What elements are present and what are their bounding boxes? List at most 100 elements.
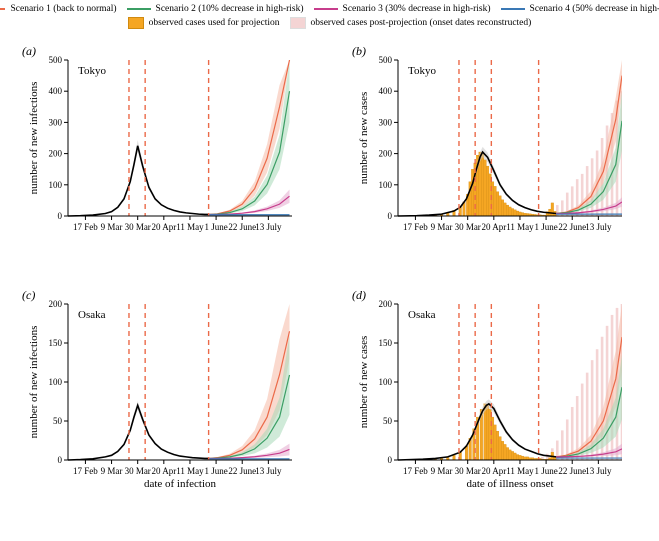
y-axis-label: number of new cases [358, 68, 370, 208]
bar [496, 431, 499, 460]
x-tick-label: 30 Mar [125, 222, 151, 232]
legend-item: Scenario 1 (back to normal) [0, 4, 117, 14]
bar [511, 451, 514, 460]
y-tick-label: 0 [388, 455, 393, 465]
y-tick-label: 300 [379, 117, 393, 127]
bar [499, 437, 502, 460]
bar [494, 186, 497, 216]
x-axis-label: date of illness onset [398, 478, 622, 490]
bar [499, 196, 502, 216]
legend-item: Scenario 4 (50% decrease in high-risk) [501, 4, 659, 14]
city-label: Tokyo [78, 65, 106, 77]
x-tick-label: 9 Mar [431, 222, 453, 232]
y-tick-label: 100 [379, 180, 393, 190]
panel-label: (a) [22, 44, 36, 59]
bar [506, 448, 509, 460]
x-tick-label: 20 Apr [481, 222, 506, 232]
x-tick-label: 22 June [228, 466, 256, 476]
y-tick-label: 500 [379, 55, 393, 65]
legend-label: Scenario 4 (50% decrease in high-risk) [530, 4, 659, 14]
x-tick-label: 17 Feb [73, 222, 98, 232]
x-axis-label: date of infection [68, 478, 292, 490]
x-tick-label: 9 Mar [101, 466, 123, 476]
bar [481, 154, 484, 216]
bar [471, 169, 474, 216]
x-tick-label: 13 July [585, 466, 612, 476]
x-tick-label: 13 July [255, 466, 282, 476]
bar [501, 441, 504, 460]
legend-item: observed cases post-projection (onset da… [290, 17, 532, 29]
bar [519, 455, 522, 460]
series-line [68, 146, 209, 216]
panel-c: (c)05010015020017 Feb9 Mar30 Mar20 Apr11… [20, 290, 292, 480]
y-tick-label: 100 [379, 377, 393, 387]
bar [521, 456, 524, 460]
bar [551, 203, 554, 216]
y-axis-label: number of new infections [28, 68, 40, 208]
plot-svg: 05010015020017 Feb9 Mar30 Mar20 Apr11 Ma… [20, 290, 292, 480]
x-tick-label: 20 Apr [151, 466, 176, 476]
legend-label: Scenario 1 (back to normal) [10, 4, 116, 14]
bar [504, 203, 507, 216]
bar [465, 446, 468, 460]
y-tick-label: 0 [58, 211, 63, 221]
bar [519, 212, 522, 216]
y-tick-label: 100 [49, 180, 63, 190]
legend-swatch-box [290, 17, 306, 29]
legend-row-2: observed cases used for projectionobserv… [0, 17, 659, 29]
city-label: Osaka [408, 309, 436, 321]
y-tick-label: 150 [49, 338, 63, 348]
city-label: Osaka [78, 309, 106, 321]
legend-item: Scenario 2 (10% decrease in high-risk) [127, 4, 304, 14]
y-tick-label: 100 [49, 377, 63, 387]
bar [453, 455, 456, 460]
x-tick-label: 17 Feb [403, 222, 428, 232]
y-tick-label: 300 [49, 117, 63, 127]
x-tick-label: 11 May [176, 222, 204, 232]
y-tick-label: 0 [388, 211, 393, 221]
x-tick-label: 9 Mar [431, 466, 453, 476]
y-tick-label: 200 [379, 149, 393, 159]
plot-svg: 010020030040050017 Feb9 Mar30 Mar20 Apr1… [350, 46, 622, 236]
legend-row-1: Scenario 1 (back to normal) Scenario 2 (1… [0, 4, 659, 14]
bar [514, 453, 517, 460]
legend-item: Scenario 3 (30% decrease in high-risk) [314, 4, 491, 14]
bar [486, 405, 489, 460]
y-tick-label: 200 [49, 299, 63, 309]
legend-swatch-box [128, 17, 144, 29]
x-tick-label: 13 July [255, 222, 282, 232]
y-tick-label: 50 [53, 416, 63, 426]
projection-band [209, 60, 290, 214]
legend-swatch-line [501, 8, 525, 10]
plot-area [68, 60, 290, 216]
panel-label: (d) [352, 288, 366, 303]
plot-svg: 010020030040050017 Feb9 Mar30 Mar20 Apr1… [20, 46, 292, 236]
x-tick-label: 17 Feb [73, 466, 98, 476]
legend-swatch-line [0, 8, 5, 10]
legend-swatch-line [127, 8, 151, 10]
y-tick-label: 400 [49, 86, 63, 96]
panel-d: (d)05010015020017 Feb9 Mar30 Mar20 Apr11… [350, 290, 622, 480]
x-tick-label: 30 Mar [455, 222, 481, 232]
series-line [68, 405, 209, 460]
bar [521, 213, 524, 216]
bar [494, 425, 497, 460]
y-tick-label: 200 [49, 149, 63, 159]
bar [486, 166, 489, 216]
x-tick-label: 22 June [228, 222, 256, 232]
legend-label: Scenario 2 (10% decrease in high-risk) [156, 4, 304, 14]
y-axis-label: number of new infections [28, 312, 40, 452]
bar [514, 210, 517, 216]
y-tick-label: 0 [58, 455, 63, 465]
x-tick-label: 11 May [506, 466, 534, 476]
city-label: Tokyo [408, 65, 436, 77]
plot-svg: 05010015020017 Feb9 Mar30 Mar20 Apr11 Ma… [350, 290, 622, 480]
bar [506, 205, 509, 216]
y-tick-label: 200 [379, 299, 393, 309]
x-tick-label: 22 June [558, 222, 586, 232]
x-tick-label: 9 Mar [101, 222, 123, 232]
y-tick-label: 50 [383, 416, 393, 426]
plot-area [398, 304, 622, 460]
bar [504, 444, 507, 460]
x-tick-label: 1 June [204, 222, 227, 232]
